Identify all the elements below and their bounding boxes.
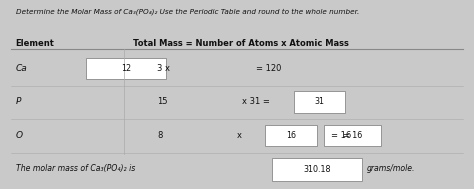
Text: 8: 8 xyxy=(157,131,162,140)
Text: The molar mass of Ca₃(PO₄)₂ is: The molar mass of Ca₃(PO₄)₂ is xyxy=(16,164,135,174)
Text: Ca: Ca xyxy=(16,64,27,73)
FancyBboxPatch shape xyxy=(265,125,317,146)
Text: grams/mole.: grams/mole. xyxy=(366,164,415,174)
Text: = 16: = 16 xyxy=(343,131,362,140)
FancyBboxPatch shape xyxy=(324,125,381,146)
Text: O: O xyxy=(16,131,23,140)
Text: 310.18: 310.18 xyxy=(303,165,331,174)
Text: 3 x: 3 x xyxy=(157,64,170,73)
Text: x 31 =: x 31 = xyxy=(242,98,270,106)
FancyBboxPatch shape xyxy=(293,91,346,113)
Text: 31: 31 xyxy=(314,98,325,106)
Text: x: x xyxy=(237,131,242,140)
Text: = 120: = 120 xyxy=(256,64,281,73)
FancyBboxPatch shape xyxy=(86,58,166,79)
Text: P: P xyxy=(16,98,21,106)
Text: 15: 15 xyxy=(157,98,167,106)
FancyBboxPatch shape xyxy=(273,158,362,181)
Text: Total Mass = Number of Atoms x Atomic Mass: Total Mass = Number of Atoms x Atomic Ma… xyxy=(133,39,349,48)
Text: 16: 16 xyxy=(286,131,296,140)
Text: Determine the Molar Mass of Ca₃(PO₄)₂ Use the Periodic Table and round to the wh: Determine the Molar Mass of Ca₃(PO₄)₂ Us… xyxy=(16,9,359,15)
Text: Element: Element xyxy=(16,39,55,48)
Text: = 16: = 16 xyxy=(331,131,352,140)
Text: 12: 12 xyxy=(121,64,131,73)
